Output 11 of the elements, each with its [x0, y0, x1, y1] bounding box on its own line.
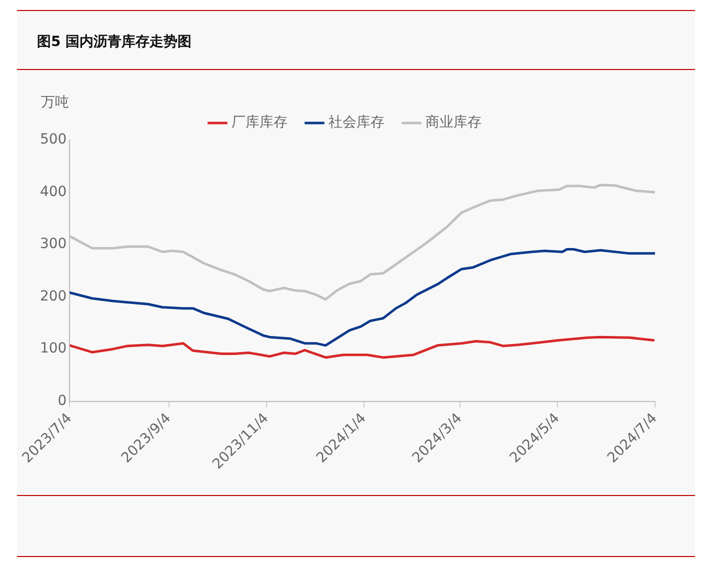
y-tick-label: 500: [40, 132, 67, 148]
legend-label: 商业库存: [426, 114, 482, 131]
y-tick-label: 400: [40, 184, 67, 200]
y-tick-label: 200: [40, 288, 67, 304]
y-axis-title: 万吨: [41, 94, 69, 111]
chart-title: 图5 国内沥青库存走势图: [37, 33, 192, 51]
legend-label: 社会库存: [328, 114, 384, 131]
legend-label: 厂库库存: [232, 114, 288, 131]
y-tick-label: 300: [40, 236, 67, 252]
y-tick-label: 0: [58, 393, 67, 409]
y-tick-label: 100: [40, 340, 67, 357]
